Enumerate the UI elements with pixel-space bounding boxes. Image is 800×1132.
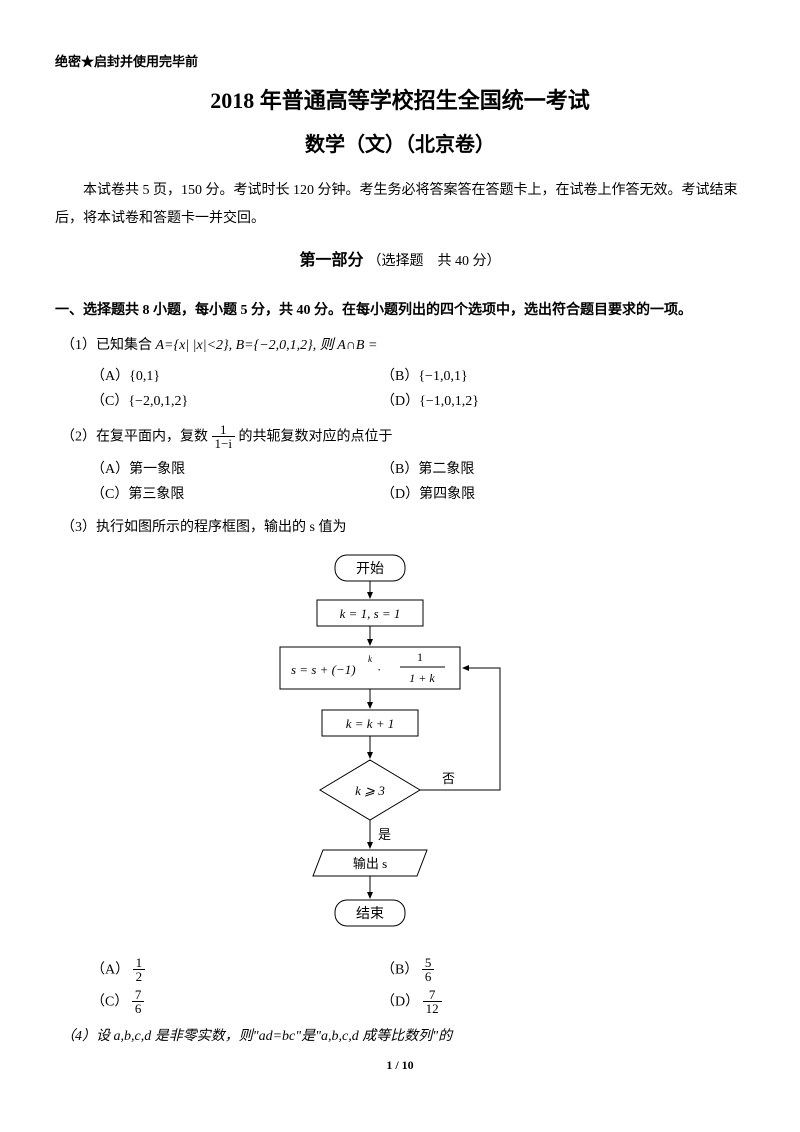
q3-opt-b: （B） 5 6 bbox=[381, 956, 434, 984]
main-title-1: 2018 年普通高等学校招生全国统一考试 bbox=[55, 81, 745, 121]
fc-start: 开始 bbox=[356, 561, 384, 577]
q2-opt-a: （A）第一象限 bbox=[91, 457, 381, 482]
q1-opt-d: （D）{−1,0,1,2} bbox=[381, 389, 479, 414]
fc-no: 否 bbox=[442, 771, 455, 786]
q1-stem-math: A={x| |x|<2}, B={−2,0,1,2}, 则 A∩B = bbox=[156, 338, 378, 353]
q3-options: （A） 1 2 （B） 5 6 （C） 7 6 （D） 7 12 bbox=[91, 956, 745, 1017]
q1-opt-b: （B）{−1,0,1} bbox=[381, 364, 468, 389]
main-title-2: 数学（文）（北京卷） bbox=[55, 127, 745, 163]
part-sub: （选择题 共 40 分） bbox=[368, 254, 501, 269]
q2-frac-den: 1−i bbox=[212, 437, 235, 451]
q1-opt-a: （A）{0,1} bbox=[91, 364, 381, 389]
question-1: （1）已知集合 A={x| |x|<2}, B={−2,0,1,2}, 则 A∩… bbox=[61, 333, 745, 358]
q3-opt-c: （C） 7 6 bbox=[91, 988, 381, 1016]
q3-a-den: 2 bbox=[133, 970, 146, 984]
question-2: （2）在复平面内，复数 1 1−i 的共轭复数对应的点位于 bbox=[61, 423, 745, 451]
q4-stem: （4）设 a,b,c,d 是非零实数，则"ad=bc"是"a,b,c,d 成等比… bbox=[61, 1029, 452, 1044]
fc-end: 结束 bbox=[356, 906, 384, 922]
q2-stem-post: 的共轭复数对应的点位于 bbox=[238, 429, 392, 444]
q3-c-den: 6 bbox=[132, 1002, 145, 1016]
q2-opt-d: （D）第四象限 bbox=[381, 482, 475, 507]
flowchart: 开始 k = 1, s = 1 s = s + (−1) k · 1 1 + k… bbox=[55, 550, 745, 949]
q3-opt-a: （A） 1 2 bbox=[91, 956, 381, 984]
q3-c-num: 7 bbox=[132, 988, 145, 1003]
q1-opt-c: （C）{−2,0,1,2} bbox=[91, 389, 381, 414]
page-number: 1 / 10 bbox=[55, 1055, 745, 1077]
q3-c-frac: 7 6 bbox=[132, 988, 145, 1016]
q2-opt-b: （B）第二象限 bbox=[381, 457, 474, 482]
q3-a-num: 1 bbox=[133, 956, 146, 971]
part-title: 第一部分 （选择题 共 40 分） bbox=[55, 247, 745, 276]
flowchart-svg: 开始 k = 1, s = 1 s = s + (−1) k · 1 1 + k… bbox=[245, 550, 555, 940]
part-label: 第一部分 bbox=[299, 252, 363, 269]
fc-upd-left: s = s + (−1) bbox=[291, 662, 356, 677]
section-1-head: 一、选择题共 8 小题，每小题 5 分，共 40 分。在每小题列出的四个选项中，… bbox=[55, 298, 745, 323]
q3-d-frac: 7 12 bbox=[423, 988, 442, 1016]
q2-fraction: 1 1−i bbox=[212, 423, 235, 451]
fc-init: k = 1, s = 1 bbox=[340, 606, 401, 621]
q3-a-frac: 1 2 bbox=[133, 956, 146, 984]
q3-b-pre: （B） bbox=[381, 962, 418, 977]
fc-inc: k = k + 1 bbox=[346, 716, 395, 731]
q2-frac-num: 1 bbox=[212, 423, 235, 438]
q2-options: （A）第一象限 （B）第二象限 （C）第三象限 （D）第四象限 bbox=[91, 457, 745, 507]
secret-line: 绝密★启封并使用完毕前 bbox=[55, 50, 745, 73]
q3-d-den: 12 bbox=[423, 1002, 442, 1016]
q1-options: （A）{0,1} （B）{−1,0,1} （C）{−2,0,1,2} （D）{−… bbox=[91, 364, 745, 414]
q3-b-frac: 5 6 bbox=[422, 956, 435, 984]
fc-yes: 是 bbox=[378, 827, 391, 842]
intro-paragraph: 本试卷共 5 页，150 分。考试时长 120 分钟。考生务必将答案答在答题卡上… bbox=[55, 177, 745, 233]
fc-cond: k ⩾ 3 bbox=[355, 783, 385, 798]
q3-a-pre: （A） bbox=[91, 962, 129, 977]
fc-upd-den: 1 + k bbox=[409, 671, 435, 685]
q3-c-pre: （C） bbox=[91, 994, 128, 1009]
q3-d-num: 7 bbox=[423, 988, 442, 1003]
q1-stem-pre: （1）已知集合 bbox=[61, 338, 156, 353]
question-4: （4）设 a,b,c,d 是非零实数，则"ad=bc"是"a,b,c,d 成等比… bbox=[61, 1024, 745, 1049]
q3-b-den: 6 bbox=[422, 970, 435, 984]
fc-output: 输出 s bbox=[353, 856, 387, 871]
q3-opt-d: （D） 7 12 bbox=[381, 988, 442, 1016]
q3-b-num: 5 bbox=[422, 956, 435, 971]
question-3: （3）执行如图所示的程序框图，输出的 s 值为 bbox=[61, 515, 745, 540]
q2-opt-c: （C）第三象限 bbox=[91, 482, 381, 507]
q3-d-pre: （D） bbox=[381, 994, 419, 1009]
fc-upd-num: 1 bbox=[417, 650, 423, 664]
q2-stem-pre: （2）在复平面内，复数 bbox=[61, 429, 212, 444]
fc-upd-mid: · bbox=[377, 662, 381, 677]
